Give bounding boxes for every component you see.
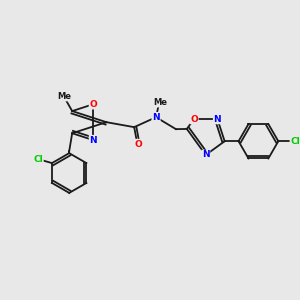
Text: N: N <box>152 113 160 122</box>
Text: Me: Me <box>153 98 167 107</box>
Text: O: O <box>134 140 142 148</box>
Text: Cl: Cl <box>33 154 43 164</box>
Text: N: N <box>89 136 97 145</box>
Text: O: O <box>190 115 198 124</box>
Text: N: N <box>202 151 209 160</box>
Text: N: N <box>214 115 221 124</box>
Text: O: O <box>89 100 97 109</box>
Text: Me: Me <box>57 92 71 101</box>
Text: Cl: Cl <box>290 137 300 146</box>
